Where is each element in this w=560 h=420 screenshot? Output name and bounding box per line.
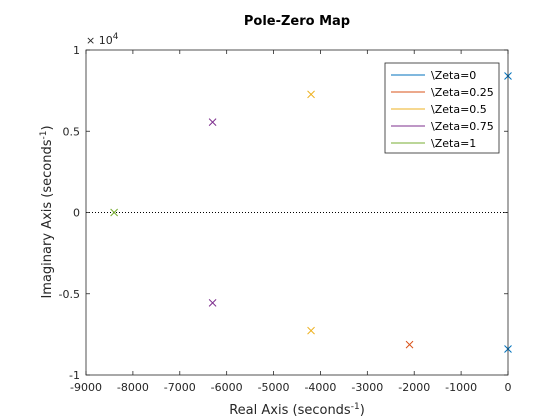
legend-label: \Zeta=0.75 [431, 120, 494, 133]
pole-marker-series-3 [208, 298, 217, 307]
legend-box [384, 62, 500, 154]
y-tick-label: 0.5 [63, 125, 81, 138]
pole-marker-series-1 [405, 340, 414, 349]
x-tick-label: -1000 [445, 381, 477, 394]
x-tick-label: -9000 [70, 381, 102, 394]
y-tick-label: -1 [69, 369, 80, 382]
pole-markers [110, 72, 512, 353]
x-axis-label: Real Axis (seconds-1) [229, 402, 365, 418]
legend-label: \Zeta=0 [431, 69, 476, 82]
chart-title: Pole-Zero Map [244, 14, 350, 29]
x-tick-label: -3000 [351, 381, 383, 394]
legend-entry: \Zeta=0.75 [391, 120, 494, 133]
x-tick-label: -4000 [304, 381, 336, 394]
pole-marker-series-2 [307, 326, 315, 335]
legend-label: \Zeta=0.5 [431, 103, 487, 116]
x-tick-label: -6000 [211, 381, 243, 394]
x-tick-label: -8000 [117, 381, 149, 394]
legend-entry: \Zeta=0.5 [391, 103, 487, 116]
y-tick-label: 0 [73, 207, 80, 220]
legend-entry: \Zeta=1 [391, 137, 476, 150]
pole-marker-series-4 [110, 208, 118, 217]
x-tick-label: -5000 [258, 381, 290, 394]
pole-marker-series-2 [307, 90, 315, 99]
y-tick-label: -0.5 [59, 288, 80, 301]
y-axis-exponent: × 104 [86, 32, 119, 47]
legend-entry: \Zeta=0 [391, 69, 476, 82]
legend: \Zeta=0 \Zeta=0.25 \Zeta=0.5 \Zeta=0.75 \Zet… [384, 62, 500, 154]
legend-label: \Zeta=0.25 [431, 86, 494, 99]
x-tick-label: -7000 [164, 381, 196, 394]
legend-entry: \Zeta=0.25 [391, 86, 494, 99]
pole-marker-series-3 [208, 118, 217, 127]
y-axis-label: Imaginary Axis (seconds-1) [39, 125, 55, 298]
axis-tick-labels: -9000 -8000 -7000 -6000 -5000 -4000 -3000 -2000… [59, 44, 512, 394]
y-tick-label: 1 [73, 44, 80, 57]
x-tick-label: -2000 [398, 381, 430, 394]
x-tick-label: 0 [505, 381, 512, 394]
plot-frame [85, 49, 509, 376]
legend-label: \Zeta=1 [431, 137, 476, 150]
